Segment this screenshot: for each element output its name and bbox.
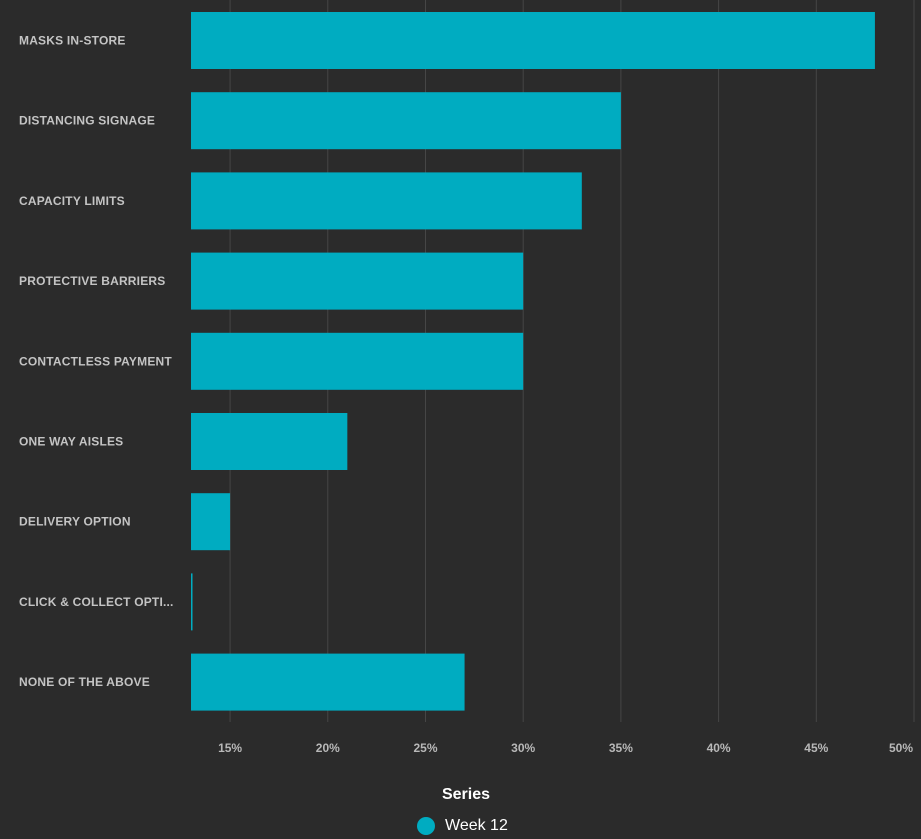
bar-5[interactable] bbox=[191, 413, 348, 470]
x-tick-label: 35% bbox=[609, 741, 633, 755]
x-tick-label: 20% bbox=[316, 741, 340, 755]
x-tick-label: 25% bbox=[413, 741, 437, 755]
bar-4[interactable] bbox=[191, 332, 524, 390]
category-label: NONE OF THE ABOVE bbox=[19, 675, 150, 689]
legend-swatch-icon bbox=[417, 817, 435, 835]
category-label: MASKS IN-STORE bbox=[19, 34, 126, 48]
legend-item-week-12[interactable]: Week 12 bbox=[417, 817, 508, 835]
bar-6[interactable] bbox=[191, 493, 231, 551]
bar-1[interactable] bbox=[191, 92, 621, 150]
x-tick-label: 40% bbox=[707, 741, 731, 755]
category-label: DELIVERY OPTION bbox=[19, 515, 131, 529]
bar-8[interactable] bbox=[191, 653, 465, 711]
category-label: DISTANCING SIGNAGE bbox=[19, 114, 155, 128]
category-label: CAPACITY LIMITS bbox=[19, 194, 125, 208]
bar-chart: MASKS IN-STORE DISTANCING SIGNAGE CAPACITY… bbox=[19, 0, 915, 755]
category-label: PROTECTIVE BARRIERS bbox=[19, 274, 165, 288]
bar-7[interactable] bbox=[191, 573, 193, 631]
category-label: CONTACTLESS PAYMENT bbox=[19, 354, 172, 368]
bar-2[interactable] bbox=[191, 172, 582, 230]
x-tick-label: 50% bbox=[889, 741, 913, 755]
category-label: ONE WAY AISLES bbox=[19, 435, 123, 449]
x-tick-label: 45% bbox=[804, 741, 828, 755]
x-tick-label: 30% bbox=[511, 741, 535, 755]
legend-label: Week 12 bbox=[445, 817, 508, 834]
legend-title: Series bbox=[441, 786, 491, 803]
x-tick-label: 15% bbox=[218, 741, 242, 755]
bar-0[interactable] bbox=[191, 12, 875, 69]
bar-3[interactable] bbox=[191, 252, 524, 310]
category-label: CLICK & COLLECT OPTI... bbox=[19, 595, 174, 609]
